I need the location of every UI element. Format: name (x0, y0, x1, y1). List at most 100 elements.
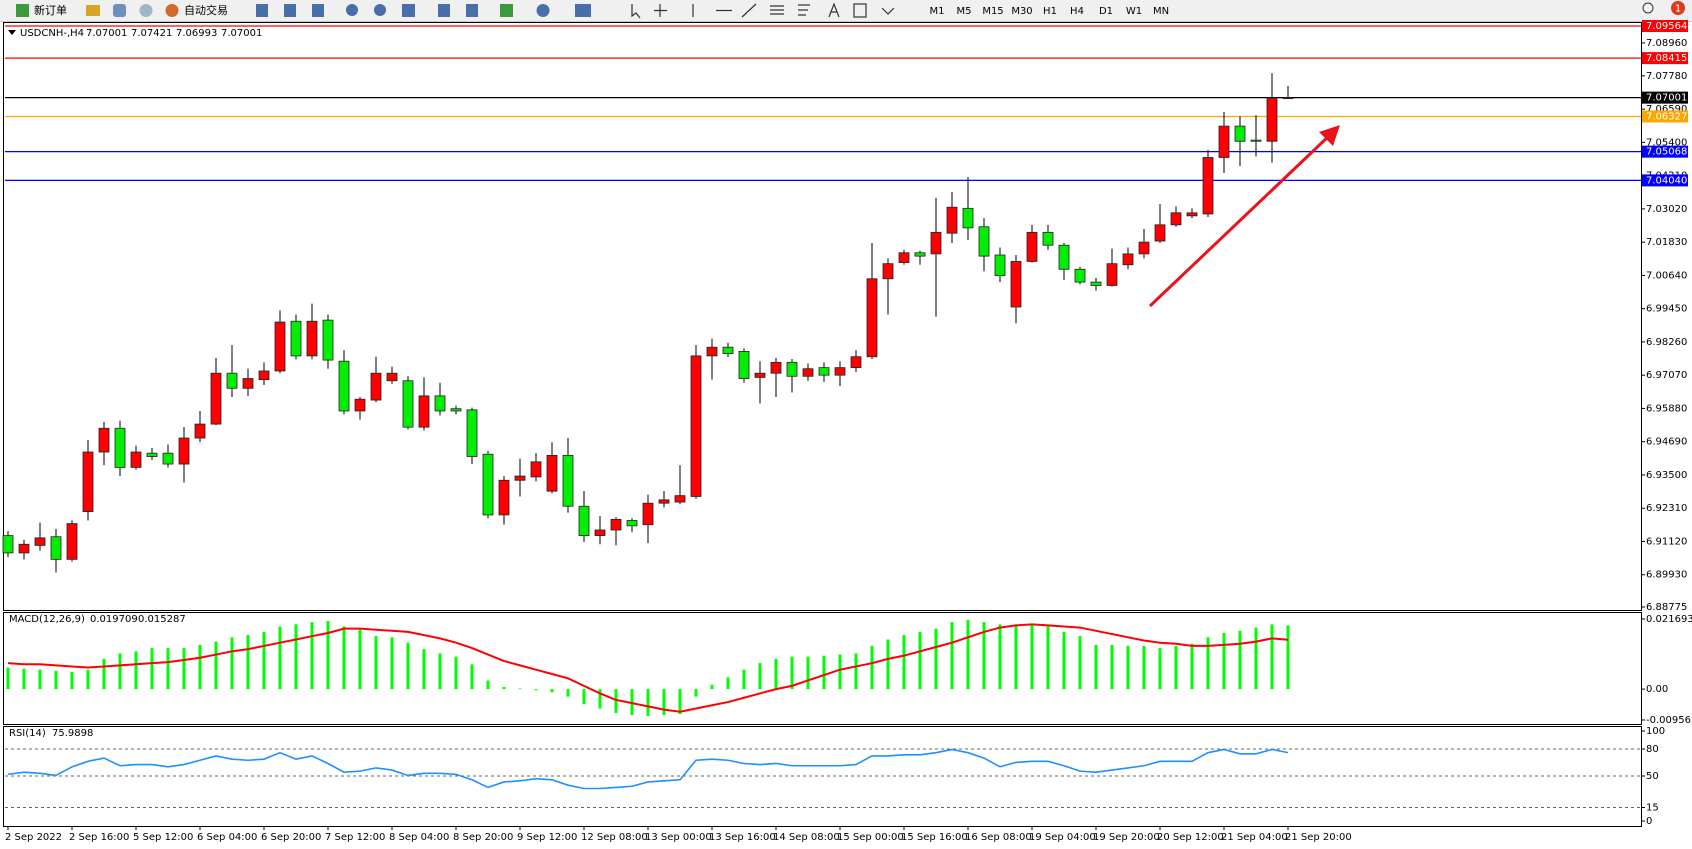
macd-bar (534, 689, 538, 691)
candle-body (626, 520, 638, 527)
candle-body (1058, 244, 1070, 270)
candle-body (690, 355, 702, 497)
level-label-bg (1642, 52, 1688, 65)
candle-body (754, 372, 766, 378)
candle-body (594, 529, 606, 536)
tool-icon[interactable] (402, 4, 415, 17)
zoom-out-icon[interactable] (374, 4, 386, 16)
macd-bar (214, 641, 218, 690)
macd-bar (1190, 643, 1194, 690)
candle-body (1282, 97, 1294, 100)
level-label: 7.09564 (1646, 21, 1687, 32)
candle-body (18, 543, 30, 554)
tool-icon[interactable] (256, 4, 268, 17)
label-tool[interactable] (853, 3, 867, 18)
candle-body (82, 451, 94, 512)
y-tick-label: 50 (1646, 771, 1659, 782)
candle-body (162, 452, 174, 465)
candle-body (306, 320, 318, 357)
macd-bar (966, 620, 970, 690)
candle-body (642, 502, 654, 526)
timeframe-button[interactable]: H4 (1070, 6, 1084, 17)
tool-icon[interactable] (113, 4, 126, 17)
shapes-tool[interactable] (881, 7, 895, 15)
candle-body (610, 518, 622, 531)
channel-tool[interactable] (770, 5, 784, 15)
timeframe-button[interactable]: H1 (1043, 6, 1057, 17)
macd-bar (1222, 632, 1226, 690)
drawing-tools (631, 2, 895, 19)
search-icon[interactable] (1642, 2, 1654, 14)
chart-panels: 6.88775 6.89930 6.91120 6.92310 6.93500 6.946… (2, 20, 1692, 843)
timeframe-button[interactable]: M5 (957, 6, 972, 17)
new-order-icon[interactable] (16, 4, 29, 17)
candle-body (1122, 253, 1134, 266)
fibo-tool[interactable] (798, 4, 810, 16)
macd-bar (118, 653, 122, 690)
macd-bar (934, 628, 938, 690)
tool-icon[interactable] (86, 5, 100, 16)
tool-icon[interactable] (312, 4, 324, 17)
tool-icon[interactable] (284, 4, 296, 17)
tool-icons (256, 4, 591, 17)
timeframe-button[interactable]: M15 (982, 6, 1003, 17)
timeframe-button[interactable]: D1 (1099, 6, 1113, 17)
candle-body (866, 278, 878, 358)
template-icon[interactable] (575, 4, 591, 17)
macd-bar (246, 635, 250, 690)
y-tick-label: 6.92310 (1646, 503, 1687, 514)
y-tick-label: 6.89930 (1646, 570, 1687, 581)
notification-badge[interactable] (1671, 1, 1685, 15)
auto-trading-icon[interactable] (165, 4, 179, 17)
level-label: 7.04040 (1646, 175, 1687, 186)
candle-body (418, 395, 430, 428)
x-tick-label: 14 Sep 08:00 (773, 832, 840, 843)
macd-bar (742, 669, 746, 690)
candle-body (978, 226, 990, 257)
candle-body (658, 499, 670, 504)
y-tick-label: 7.00640 (1646, 270, 1687, 281)
tool-icon[interactable] (466, 4, 478, 17)
rsi-line (7, 748, 1289, 790)
zoom-in-icon[interactable] (346, 4, 358, 16)
text-tool[interactable] (828, 2, 840, 18)
y-tick-label: 0.00 (1646, 684, 1668, 695)
crosshair-tool[interactable] (654, 4, 667, 17)
macd-bar (758, 663, 762, 690)
candle-body (98, 427, 110, 453)
candle-body (1186, 212, 1198, 217)
timeframe-button[interactable]: MN (1153, 6, 1169, 17)
timeframe-button[interactable]: M1 (930, 6, 945, 17)
candle-body (1250, 139, 1262, 142)
tool-icon[interactable] (139, 4, 153, 17)
new-order-button[interactable]: 新订单 (34, 3, 67, 17)
macd-bar (294, 624, 298, 690)
macd-bar (198, 644, 202, 690)
candle-body (530, 461, 542, 478)
candle-body (546, 454, 558, 492)
period-icon[interactable] (536, 4, 550, 17)
y-tick-label: 6.91120 (1646, 536, 1687, 547)
x-tick-label: 15 Sep 16:00 (901, 832, 968, 843)
cursor-tool[interactable] (631, 4, 641, 19)
x-tick-label: 2 Sep 16:00 (69, 832, 129, 843)
macd-bar (566, 689, 570, 697)
y-tick-label: 6.99450 (1646, 304, 1687, 315)
tool-icon[interactable] (438, 4, 450, 17)
candle-body (354, 398, 366, 412)
symbol-menu-icon[interactable] (8, 30, 16, 35)
macd-bar (646, 689, 650, 717)
y-tick-label: 7.03020 (1646, 204, 1687, 215)
timeframe-button[interactable]: M30 (1011, 6, 1032, 17)
level-label: 7.05068 (1646, 147, 1687, 158)
indicator-icon[interactable] (500, 4, 513, 17)
candle-body (1234, 125, 1246, 142)
candle-body (578, 505, 590, 536)
auto-trading-button[interactable]: 自动交易 (184, 3, 228, 17)
trendline-tool[interactable] (741, 3, 757, 18)
candle-body (242, 378, 254, 389)
macd-bar (614, 689, 618, 713)
x-tick-label: 20 Sep 12:00 (1157, 832, 1224, 843)
timeframe-button[interactable]: W1 (1126, 6, 1142, 17)
